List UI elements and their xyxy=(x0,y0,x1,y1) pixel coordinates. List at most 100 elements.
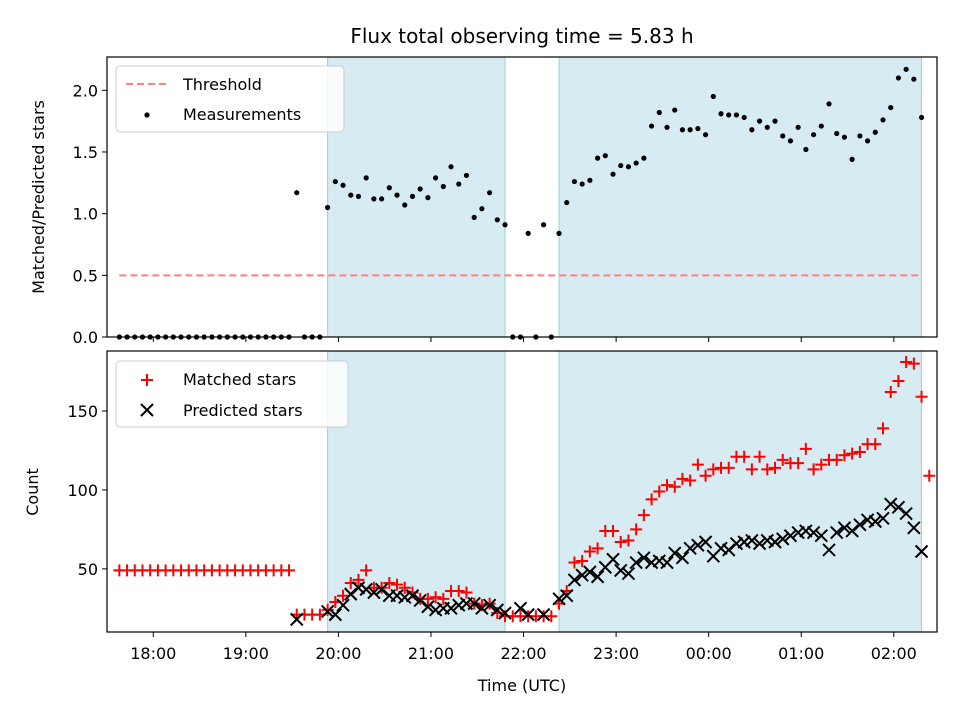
measurement-point xyxy=(726,112,732,118)
matched-stars-point xyxy=(738,450,751,463)
predicted-stars-point xyxy=(675,551,690,565)
matched-stars-point xyxy=(622,534,635,547)
predicted-stars-point xyxy=(776,532,790,546)
lower-x-tick-label: 02:00 xyxy=(871,644,917,663)
lower-axes-frame xyxy=(106,350,938,633)
predicted-stars-point xyxy=(490,603,505,617)
upper-y-tick-label: 1.5 xyxy=(73,143,98,162)
measurement-point xyxy=(325,204,331,211)
chart-title: Flux total observing time = 5.83 h xyxy=(350,24,693,48)
predicted-stars-point xyxy=(806,525,821,540)
lower-data-marks xyxy=(113,356,936,627)
legend-matched-label: Matched stars xyxy=(183,370,296,389)
lower-y-tick-label: 150 xyxy=(67,402,98,421)
predicted-stars-point xyxy=(899,506,913,521)
measurement-point xyxy=(348,192,354,198)
predicted-stars-point xyxy=(629,555,643,570)
measurement-point xyxy=(494,217,500,223)
measurement-point xyxy=(826,101,832,107)
matched-stars-point xyxy=(923,469,936,482)
measurement-point xyxy=(888,104,894,111)
matched-stars-point xyxy=(884,386,897,399)
upper-y-tick-label: 1.0 xyxy=(73,205,98,224)
predicted-stars-point xyxy=(521,607,535,622)
measurement-point xyxy=(772,118,778,124)
measurement-point xyxy=(648,123,655,129)
measurement-point xyxy=(487,190,493,196)
predicted-stars-point xyxy=(606,552,620,567)
lower-x-tick-label: 21:00 xyxy=(408,644,454,663)
matched-stars-point xyxy=(792,457,805,470)
upper-panel-ratio: 0.00.51.01.52.0 Matched/Predicted stars … xyxy=(29,56,938,347)
measurement-point xyxy=(433,175,439,181)
matched-stars-point xyxy=(915,390,928,403)
predicted-stars-point xyxy=(752,536,767,551)
upper-axes-frame xyxy=(106,56,938,338)
matched-stars-point xyxy=(699,469,712,482)
predicted-stars-point xyxy=(768,535,782,549)
matched-stars-point xyxy=(753,450,766,463)
measurement-point xyxy=(733,112,740,118)
predicted-stars-point xyxy=(614,563,628,578)
predicted-stars-point xyxy=(884,497,898,511)
matched-stars-point xyxy=(352,573,365,586)
matched-stars-point xyxy=(776,453,789,466)
measurement-point xyxy=(749,127,755,133)
predicted-stars-point xyxy=(822,543,836,557)
measurement-point xyxy=(386,185,392,191)
matched-stars-point xyxy=(637,509,650,522)
predicted-stars-point xyxy=(745,533,759,548)
predicted-stars-point xyxy=(621,566,636,581)
predicted-stars-point xyxy=(475,601,489,616)
upper-legend: Threshold Measurements xyxy=(115,65,345,133)
upper-y-tick-label: 0.5 xyxy=(73,266,98,285)
matched-stars-point xyxy=(337,589,350,602)
measurement-point xyxy=(764,124,770,130)
predicted-stars-point xyxy=(328,607,343,622)
predicted-stars-point xyxy=(698,535,713,549)
predicted-stars-point xyxy=(367,585,381,600)
measurement-point xyxy=(618,162,624,169)
matched-stars-point xyxy=(815,458,828,471)
measurement-point xyxy=(641,155,647,161)
predicted-stars-point xyxy=(583,565,597,579)
matched-stars-point xyxy=(691,458,704,471)
measurement-point xyxy=(479,206,485,212)
measurement-point xyxy=(340,182,346,188)
matched-stars-point xyxy=(769,461,782,474)
measurement-point xyxy=(679,127,686,133)
measurement-point xyxy=(355,193,362,199)
measurement-point xyxy=(880,117,886,123)
measurement-point xyxy=(672,107,678,113)
predicted-stars-point xyxy=(567,573,582,587)
predicted-stars-point xyxy=(536,607,551,622)
upper-y-tick-label: 0.0 xyxy=(73,328,98,347)
measurement-point xyxy=(394,192,400,198)
predicted-stars-point xyxy=(814,528,829,543)
x-axis-title: Time (UTC) xyxy=(477,676,566,695)
upper-y-tick-label: 2.0 xyxy=(73,81,98,100)
lower-panel-counts: 50 100 150 18:00 19:00 20:00 21:00 22:00 23:00 00… xyxy=(23,350,938,695)
upper-observing-interval-1 xyxy=(327,56,506,338)
upper-legend-box xyxy=(115,65,345,133)
measurement-point xyxy=(625,164,632,170)
predicted-stars-point xyxy=(637,551,651,565)
upper-axes-ticks: 0.0 0.5 1.0 1.5 2.0 xyxy=(73,81,895,347)
measurement-point xyxy=(918,114,925,121)
measurement-point xyxy=(803,146,809,153)
measurement-point xyxy=(463,172,470,179)
matched-stars-point xyxy=(745,463,758,476)
measurement-point xyxy=(687,127,693,133)
lower-x-tick-label: 00:00 xyxy=(686,644,732,663)
measurement-point xyxy=(872,129,878,135)
predicted-stars-point xyxy=(444,601,458,616)
matched-stars-point xyxy=(360,564,373,577)
measurement-point xyxy=(379,196,385,202)
predicted-stars-point xyxy=(405,588,420,603)
measurement-point xyxy=(525,230,531,236)
measurement-point xyxy=(502,222,508,228)
predicted-stars-point xyxy=(498,606,512,620)
matched-stars-point xyxy=(398,581,411,594)
measurement-point xyxy=(702,132,709,138)
measurement-point xyxy=(695,125,701,132)
